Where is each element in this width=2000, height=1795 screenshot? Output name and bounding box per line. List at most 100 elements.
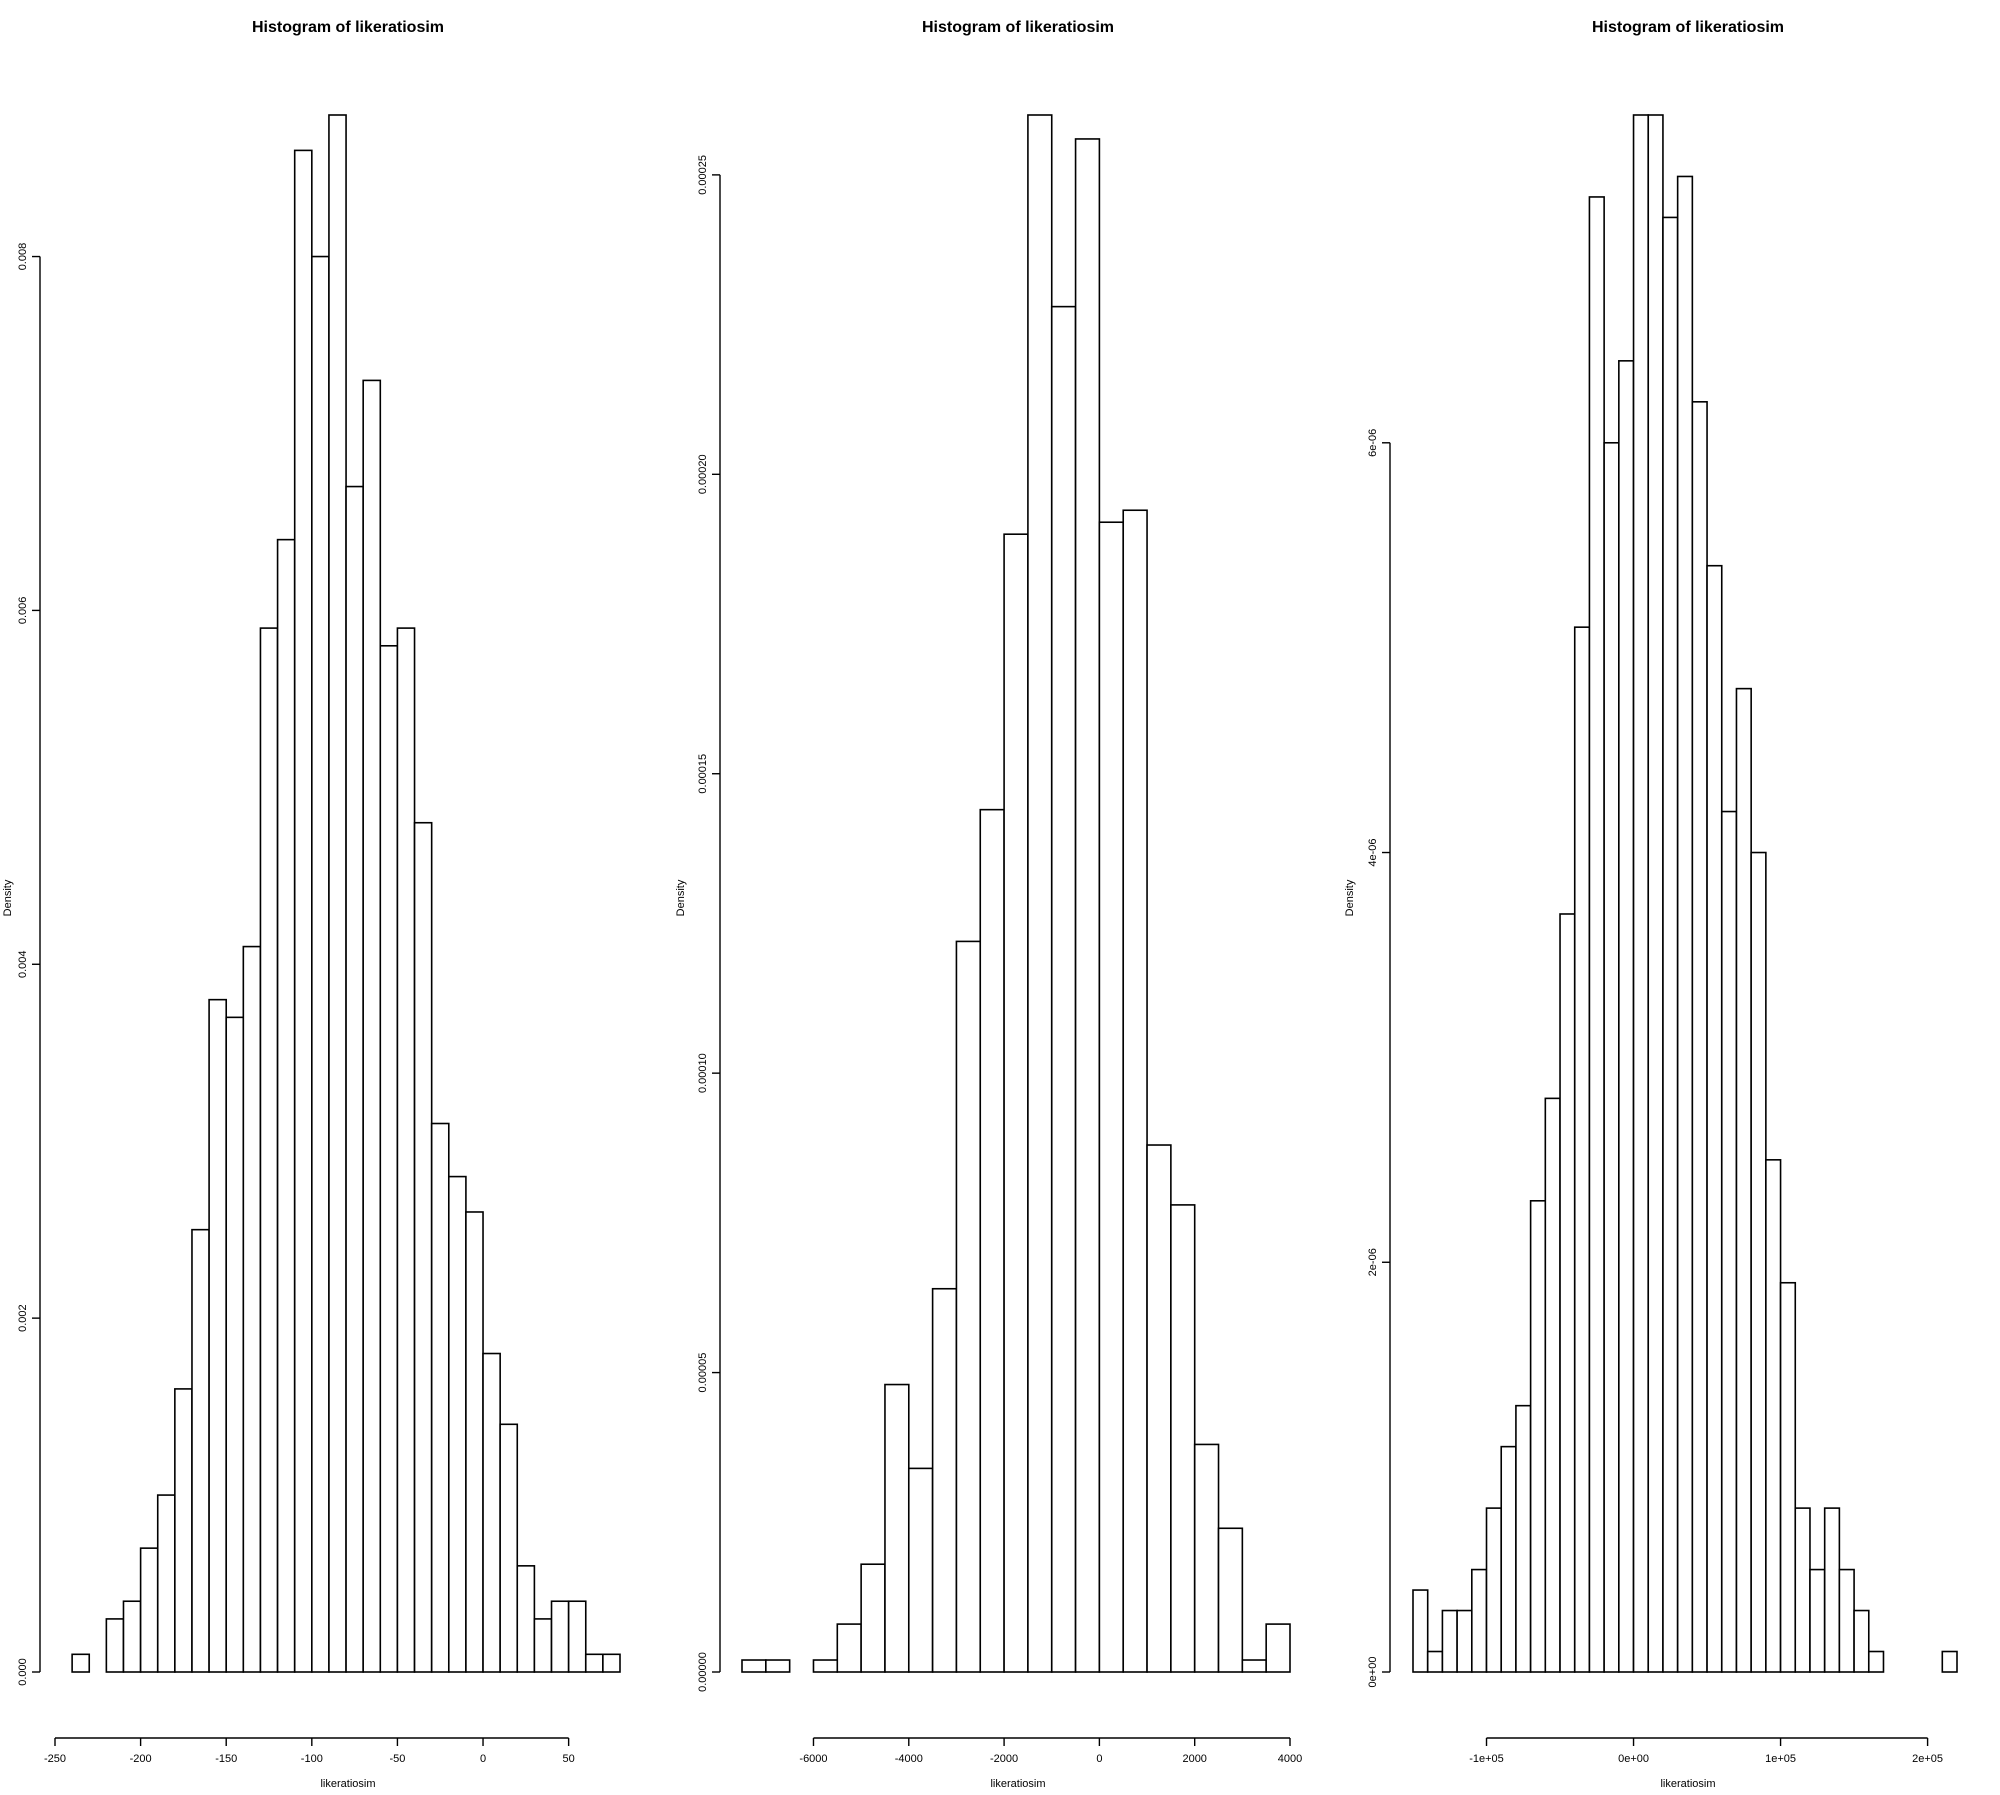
y-tick-label: 0.00015 [697, 754, 709, 794]
histogram-bar [907, 1467, 934, 1673]
histogram-bar [1735, 687, 1752, 1673]
histogram-bar [884, 1383, 910, 1673]
histogram-bar [105, 1618, 125, 1673]
histogram-bar [1003, 533, 1029, 1673]
x-tick-label: -2000 [990, 1753, 1018, 1765]
y-axis-label: Density [2, 879, 14, 916]
histogram-bar [1515, 1404, 1532, 1673]
y-tick-label: 0.006 [17, 597, 29, 625]
histogram-bar [1691, 401, 1708, 1673]
x-tick-label: 1e+05 [1765, 1753, 1796, 1765]
histogram-bar [1241, 1659, 1267, 1673]
histogram-bar [860, 1563, 886, 1673]
x-tick-label: 50 [563, 1753, 575, 1765]
x-tick-label: -250 [44, 1753, 66, 1765]
histogram-bar [465, 1211, 484, 1673]
histogram-bar [1603, 441, 1620, 1673]
histogram-panel-2: Histogram of likeratiosim likeratiosim D… [675, 19, 1302, 1790]
histogram-bar [812, 1659, 839, 1673]
histogram-bar [1050, 305, 1077, 1673]
x-tick-label: -1e+05 [1469, 1753, 1504, 1765]
x-tick-label: 0 [1096, 1753, 1102, 1765]
histogram-bar [413, 821, 433, 1673]
y-tick-label: 0.00000 [697, 1652, 709, 1692]
histogram-bar [1779, 1281, 1797, 1673]
histogram-bar [602, 1653, 621, 1673]
histogram-bar [1193, 1443, 1220, 1673]
y-axis-label: Density [675, 879, 687, 916]
histogram-bar [979, 808, 1005, 1673]
y-tick-label: 0.000 [17, 1658, 29, 1686]
histogram-bar [174, 1388, 193, 1673]
histogram-bar [293, 149, 313, 1673]
histogram-bar [430, 1122, 450, 1673]
y-tick-label: 6e-06 [1367, 429, 1379, 457]
histogram-bar [139, 1547, 159, 1673]
histogram-bar [1662, 216, 1679, 1673]
histogram-bar [741, 1659, 767, 1673]
histogram-bar [1618, 360, 1635, 1673]
histogram-bar [1838, 1568, 1855, 1673]
histogram-bar [447, 1175, 467, 1673]
histogram-bar [328, 114, 347, 1673]
histogram-bar [1632, 114, 1650, 1673]
y-axis-label: Density [1344, 879, 1356, 916]
histogram-bar [567, 1600, 587, 1673]
histogram-bar [482, 1352, 501, 1673]
histogram-bar [311, 255, 330, 1673]
histogram-bar [396, 627, 416, 1673]
x-tick-label: -4000 [895, 1753, 923, 1765]
histogram-bar [1676, 175, 1694, 1673]
histogram-bar [1485, 1507, 1503, 1673]
histogram-bar [1412, 1589, 1429, 1673]
histogram-bar [1544, 1097, 1561, 1673]
histogram-bar [259, 627, 279, 1673]
histogram-bar [1471, 1568, 1488, 1673]
histogram-bar [1750, 851, 1767, 1673]
chart-title: Histogram of likeratiosim [1592, 19, 1784, 36]
y-tick-label: 2e-06 [1367, 1248, 1379, 1276]
histogram-bar [1706, 564, 1723, 1673]
histogram-bar [1794, 1507, 1811, 1673]
histogram-bar [550, 1600, 570, 1673]
histogram-bar [1456, 1609, 1473, 1673]
x-tick-label: -100 [301, 1753, 323, 1765]
histogram-bar [1027, 114, 1053, 1673]
histogram-bar [345, 485, 364, 1673]
histogram-bar [931, 1287, 958, 1673]
histogram-bar [1074, 138, 1101, 1673]
histogram-bar [1765, 1159, 1782, 1673]
y-tick-label: 0.00005 [697, 1353, 709, 1393]
y-tick-label: 0.002 [17, 1304, 29, 1332]
histogram-bar [1529, 1200, 1547, 1673]
y-tick-label: 0.004 [17, 951, 29, 979]
histogram-bar [1559, 913, 1576, 1673]
histogram-panel-3: Histogram of likeratiosim likeratiosim D… [1344, 19, 1958, 1790]
y-tick-label: 0.00010 [697, 1053, 709, 1093]
x-axis-label: likeratiosim [320, 1778, 375, 1790]
histogram-bar [1853, 1609, 1870, 1673]
histogram-bar [1098, 521, 1125, 1673]
histogram-bar [499, 1423, 519, 1673]
histogram-bar [1217, 1527, 1244, 1673]
histogram-bar [242, 945, 262, 1673]
histogram-bar [533, 1618, 553, 1673]
y-tick-label: 0.008 [17, 243, 29, 271]
y-tick-label: 0.00025 [697, 155, 709, 195]
histogram-bar [1146, 1144, 1172, 1673]
histogram-bar [208, 998, 228, 1673]
x-tick-label: -150 [215, 1753, 237, 1765]
histogram-bar [225, 1016, 245, 1673]
histogram-bar [836, 1623, 862, 1673]
histogram-bar [1500, 1445, 1517, 1673]
chart-title: Histogram of likeratiosim [252, 19, 444, 36]
y-tick-label: 4e-06 [1367, 838, 1379, 866]
histogram-bar [1122, 509, 1148, 1673]
histogram-bar [955, 940, 982, 1673]
x-tick-label: -50 [389, 1753, 405, 1765]
x-tick-label: 4000 [1278, 1753, 1302, 1765]
histogram-bar [584, 1653, 604, 1673]
histogram-bar [1809, 1568, 1826, 1673]
histogram-bar [1823, 1507, 1841, 1673]
